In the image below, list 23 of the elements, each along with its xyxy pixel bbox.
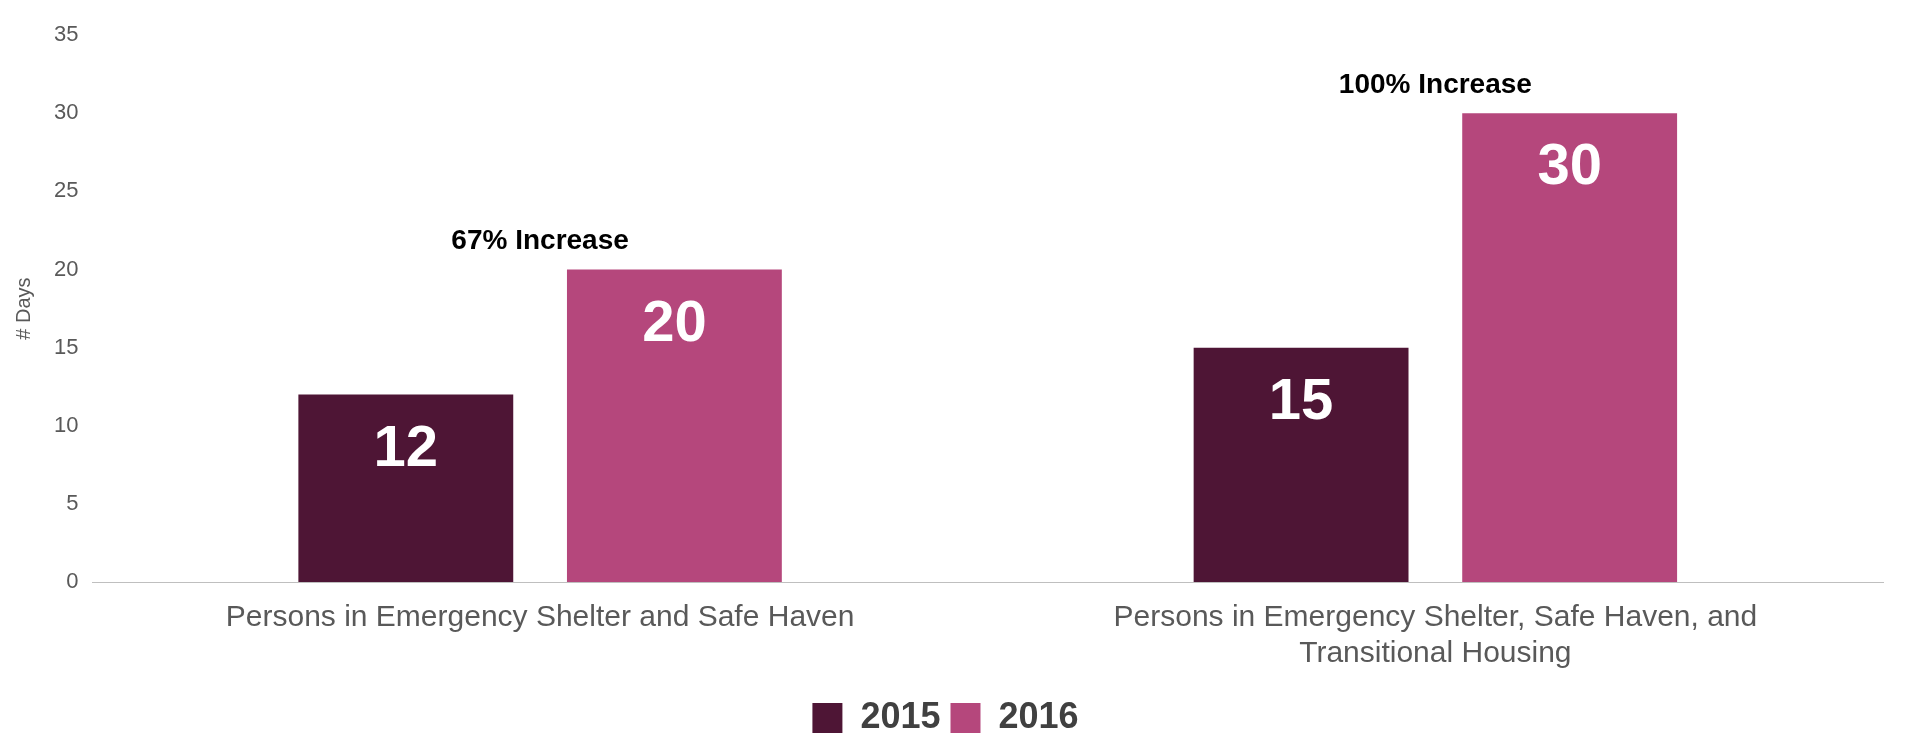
data-label: 30 (1537, 131, 1602, 197)
y-tick-label: 20 (53, 255, 79, 281)
x-tick-label: Persons in Emergency Shelter, Safe Haven, and Transitional Housing (1113, 599, 1758, 669)
bar (1193, 347, 1409, 582)
bar (298, 394, 514, 582)
y-tick-label: 30 (53, 99, 79, 125)
y-tick-label: 25 (53, 177, 79, 203)
x-tick-label: Persons in Emergency Shelter and Safe Haven (225, 599, 855, 633)
y-tick-label: 35 (53, 21, 79, 47)
y-axis-title: # Days (11, 277, 34, 340)
y-tick-label: 10 (53, 411, 79, 437)
data-label: 20 (642, 287, 707, 353)
bar (1462, 113, 1678, 582)
data-label: 12 (373, 412, 439, 478)
y-tick-label: 15 (53, 333, 79, 359)
annotation: 67% Increase (451, 224, 629, 256)
annotation: 100% Increase (1338, 68, 1532, 100)
y-tick-label: 5 (66, 489, 79, 515)
bar (566, 269, 782, 582)
legend-label: 2015 (860, 694, 941, 736)
data-label: 15 (1268, 365, 1334, 431)
y-tick-label: 0 (66, 568, 79, 594)
legend-label: 2016 (998, 694, 1079, 736)
